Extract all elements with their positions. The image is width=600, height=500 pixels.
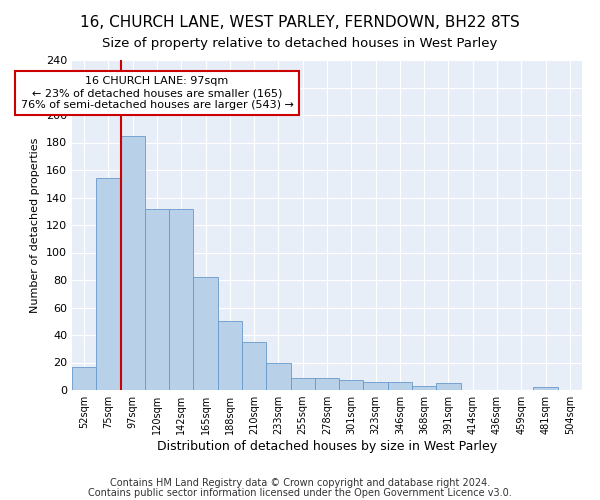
Bar (193, 277, 218, 390)
Bar (388, 382, 412, 390)
Bar (96, 178, 121, 390)
Bar (412, 386, 436, 390)
Bar (145, 208, 169, 390)
Bar (339, 380, 364, 390)
Bar (218, 322, 242, 390)
Bar (266, 362, 290, 390)
Bar (290, 378, 315, 390)
Y-axis label: Number of detached properties: Number of detached properties (31, 138, 40, 312)
Bar (242, 342, 266, 390)
Bar (169, 208, 193, 390)
Bar (436, 383, 461, 390)
Text: Size of property relative to detached houses in West Parley: Size of property relative to detached ho… (103, 38, 497, 51)
Bar (364, 382, 388, 390)
Text: 16 CHURCH LANE: 97sqm
← 23% of detached houses are smaller (165)
76% of semi-det: 16 CHURCH LANE: 97sqm ← 23% of detached … (20, 76, 293, 110)
Bar (533, 387, 558, 390)
Bar (72, 366, 96, 390)
Bar (315, 378, 339, 390)
Text: Contains public sector information licensed under the Open Government Licence v3: Contains public sector information licen… (88, 488, 512, 498)
X-axis label: Distribution of detached houses by size in West Parley: Distribution of detached houses by size … (157, 440, 497, 453)
Bar (121, 136, 145, 390)
Text: 16, CHURCH LANE, WEST PARLEY, FERNDOWN, BH22 8TS: 16, CHURCH LANE, WEST PARLEY, FERNDOWN, … (80, 15, 520, 30)
Text: Contains HM Land Registry data © Crown copyright and database right 2024.: Contains HM Land Registry data © Crown c… (110, 478, 490, 488)
